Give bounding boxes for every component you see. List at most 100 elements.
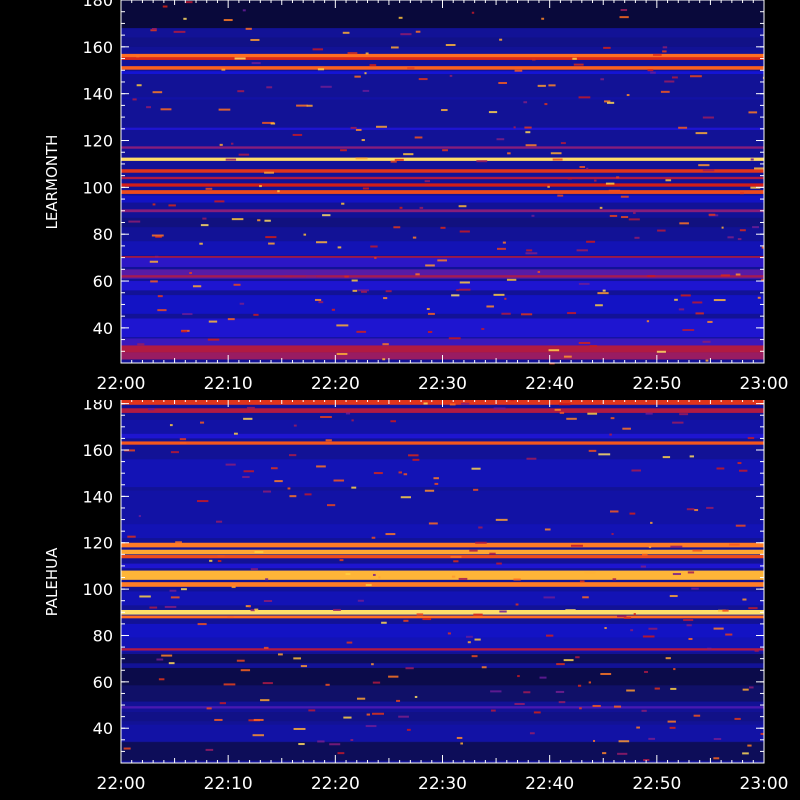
speckle <box>183 17 187 20</box>
speckle <box>217 555 225 558</box>
speckle <box>667 720 676 723</box>
speckle <box>602 752 607 755</box>
band-15 <box>121 609 764 615</box>
speckle <box>481 327 485 330</box>
speckle <box>419 206 424 209</box>
speckle <box>382 358 386 361</box>
band-1 <box>121 37 764 47</box>
speckle <box>227 318 235 321</box>
speckle <box>620 195 629 198</box>
speckle <box>189 272 192 275</box>
speckle <box>233 432 238 435</box>
speckle <box>600 78 604 81</box>
x-tick-label: 22:10 <box>204 374 253 394</box>
speckle <box>350 738 354 741</box>
plot-background <box>121 400 764 763</box>
speckle <box>672 573 682 576</box>
speckle <box>289 495 297 498</box>
speckle <box>260 699 270 702</box>
speckle <box>219 702 226 705</box>
speckle <box>473 488 479 491</box>
speckle <box>474 638 481 641</box>
speckle <box>369 64 377 67</box>
speckle <box>373 472 383 475</box>
speckle <box>415 30 421 33</box>
speckle <box>340 149 347 152</box>
speckle <box>679 413 689 416</box>
speckle <box>418 78 428 81</box>
speckle <box>239 302 245 305</box>
speckle <box>390 420 396 423</box>
speckle <box>161 654 173 657</box>
band-24 <box>121 711 764 722</box>
speckle <box>264 171 274 174</box>
speckle <box>652 53 662 56</box>
speckle <box>458 288 471 291</box>
speckle <box>595 304 603 307</box>
speckle <box>288 454 297 457</box>
speckle <box>599 206 603 209</box>
speckle <box>175 541 182 544</box>
speckle <box>428 522 438 525</box>
speckle <box>532 58 536 61</box>
speckle <box>223 683 236 686</box>
y-tick-label: 40 <box>93 319 113 338</box>
band-22 <box>121 685 764 702</box>
y-tick-label: 120 <box>82 132 113 151</box>
speckle <box>673 668 676 671</box>
speckle <box>223 19 233 22</box>
speckle <box>254 608 259 611</box>
speckle <box>262 121 275 124</box>
speckle <box>695 132 708 135</box>
speckle <box>451 294 460 297</box>
speckle <box>170 596 180 599</box>
speckle <box>160 108 172 111</box>
speckle <box>354 75 361 78</box>
speckle <box>314 298 322 301</box>
speckle <box>306 104 313 107</box>
speckle <box>586 240 596 243</box>
speckle <box>346 641 353 644</box>
speckle <box>250 38 260 41</box>
speckle <box>263 600 273 603</box>
speckle <box>208 320 218 323</box>
speckle <box>695 312 704 315</box>
band-2 <box>121 53 764 59</box>
speckle <box>548 349 560 352</box>
speckle <box>371 663 374 666</box>
speckle <box>345 573 351 576</box>
speckle <box>437 259 448 262</box>
speckle <box>669 595 678 598</box>
speckle <box>748 111 758 114</box>
speckle <box>669 726 676 729</box>
speckle <box>312 48 324 51</box>
speckle <box>151 28 157 31</box>
speckle <box>451 575 456 578</box>
speckle <box>217 560 222 563</box>
speckle <box>737 238 742 241</box>
speckle <box>434 482 439 485</box>
speckle <box>670 687 677 690</box>
speckle <box>478 526 483 529</box>
speckle <box>713 299 726 302</box>
speckle <box>344 275 349 278</box>
speckle <box>202 217 207 220</box>
speckle <box>456 736 463 739</box>
speckle <box>617 752 628 755</box>
speckle <box>237 90 245 93</box>
band-20 <box>121 269 764 279</box>
band-11 <box>121 563 764 569</box>
speckle <box>467 641 471 644</box>
speckle <box>351 279 358 282</box>
speckle <box>541 17 545 20</box>
speckle <box>650 71 656 74</box>
speckle <box>124 449 135 452</box>
speckle <box>236 659 245 662</box>
speckle <box>644 670 648 673</box>
speckle <box>707 647 712 650</box>
speckle <box>365 584 372 587</box>
speckle <box>680 294 691 297</box>
speckle <box>469 549 478 552</box>
speckle <box>138 515 141 518</box>
speckle <box>688 637 693 640</box>
